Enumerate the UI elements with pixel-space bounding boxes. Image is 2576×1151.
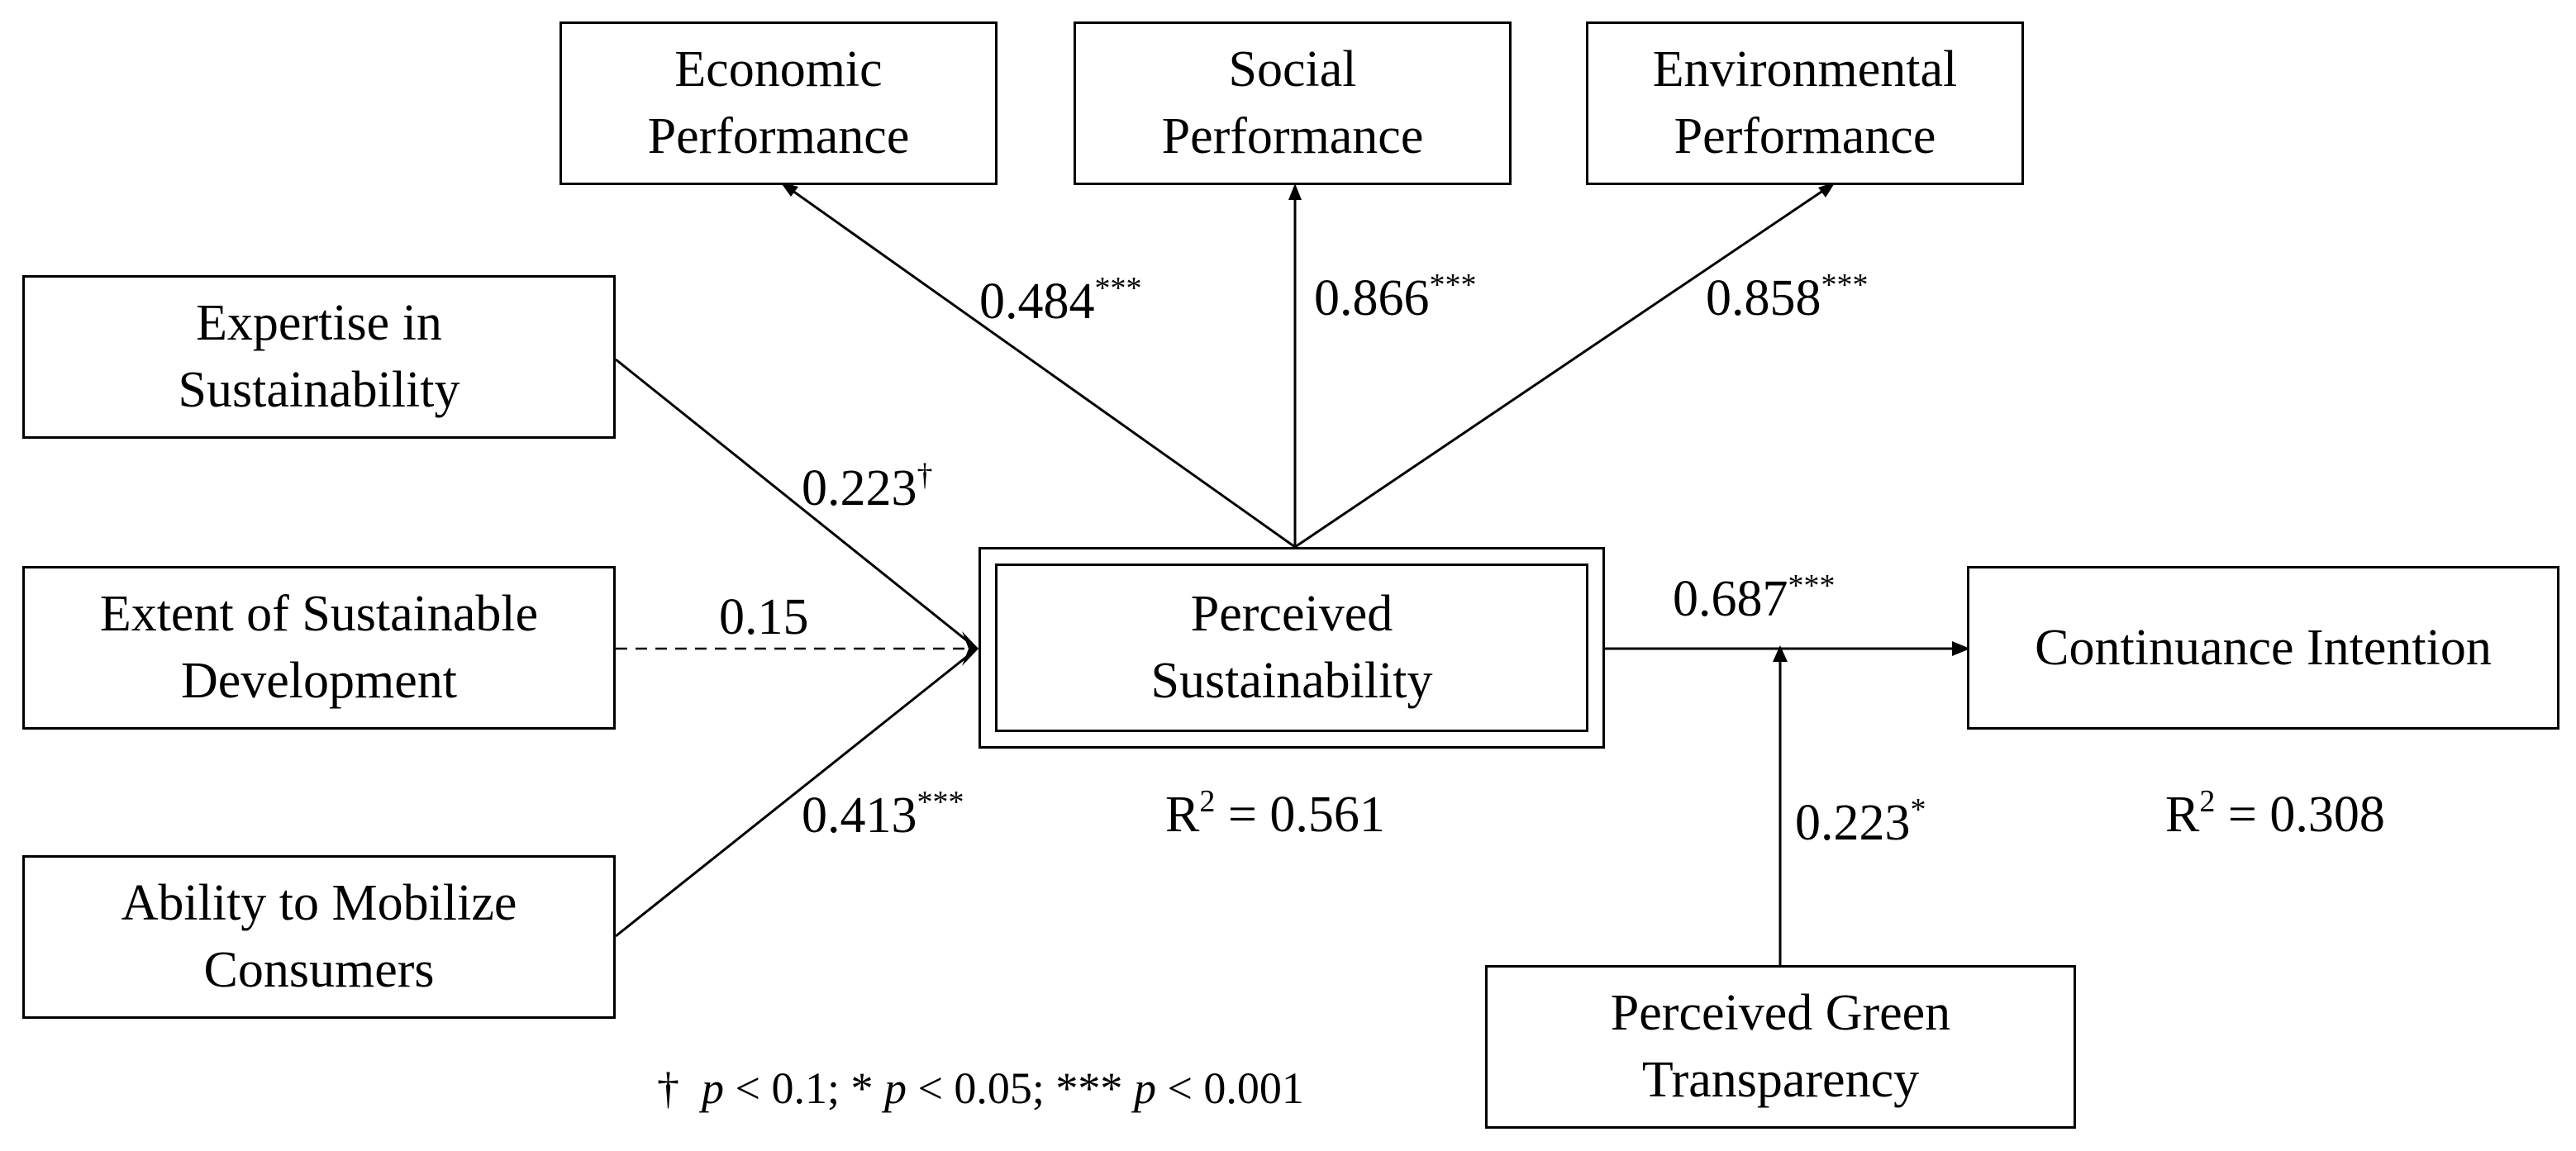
coef-ability: 0.413*** — [802, 785, 964, 844]
coef-economic: 0.484*** — [979, 271, 1142, 330]
coef-extent: 0.15 — [719, 589, 809, 645]
environmental-label-line2: Performance — [1674, 108, 1936, 164]
path-ability — [615, 647, 978, 938]
perceived-sustainability-box: Perceived Sustainability — [978, 547, 1605, 749]
expertise-label-line2: Sustainability — [178, 362, 460, 418]
expertise-label-line1: Expertise in — [196, 295, 442, 352]
social-label-line1: Social — [1228, 41, 1357, 98]
ability-label-line1: Ability to Mobilize — [121, 875, 517, 932]
coef-expertise: 0.223† — [802, 458, 933, 516]
arrowhead-economic — [780, 182, 798, 197]
arrowhead-continuance — [1952, 641, 1970, 656]
economic-label-line1: Economic — [674, 41, 883, 98]
expertise-box: Expertise in Sustainability — [22, 275, 616, 439]
continuance-intention-box: Continuance Intention — [1967, 566, 2559, 730]
green-transparency-box: Perceived Green Transparency — [1485, 965, 2076, 1129]
economic-performance-box: Economic Performance — [559, 21, 998, 185]
perceived-label-line2: Sustainability — [1150, 653, 1433, 709]
social-label-line2: Performance — [1161, 108, 1424, 164]
arrowhead-social — [1288, 183, 1302, 200]
extent-label-line1: Extent of Sustainable — [99, 586, 539, 643]
ability-label-line2: Consumers — [203, 942, 435, 998]
arrowhead-perceived — [962, 631, 978, 666]
path-environmental — [1294, 187, 1827, 549]
coef-transparency: 0.223* — [1795, 792, 1926, 851]
transparency-label-line1: Perceived Green — [1610, 985, 1951, 1042]
path-expertise — [615, 358, 978, 650]
arrowhead-transparency — [1773, 645, 1788, 662]
extent-label-line2: Development — [180, 653, 457, 709]
perceived-sustainability-inner-border — [995, 564, 1588, 732]
r-squared-continuance: R2 = 0.308 — [2165, 784, 2385, 843]
coef-continuance: 0.687*** — [1673, 568, 1836, 627]
environmental-label-line1: Environmental — [1652, 41, 1958, 98]
ability-box: Ability to Mobilize Consumers — [22, 855, 616, 1019]
arrowhead-environmental — [1818, 182, 1836, 197]
environmental-performance-box: Environmental Performance — [1586, 21, 2024, 185]
extent-box: Extent of Sustainable Development — [22, 566, 616, 730]
continuance-label: Continuance Intention — [2035, 619, 2492, 676]
significance-footnote: † p < 0.1; * p < 0.05; *** p < 0.001 — [657, 1063, 1304, 1113]
coef-environmental: 0.858*** — [1706, 268, 1869, 326]
social-performance-box: Social Performance — [1074, 21, 1512, 185]
perceived-label-line1: Perceived — [1190, 586, 1393, 643]
path-economic — [788, 187, 1296, 549]
economic-label-line2: Performance — [647, 108, 910, 164]
transparency-label-line2: Transparency — [1641, 1052, 1920, 1108]
r-squared-perceived: R2 = 0.561 — [1165, 784, 1385, 843]
coef-social: 0.866*** — [1314, 268, 1477, 326]
